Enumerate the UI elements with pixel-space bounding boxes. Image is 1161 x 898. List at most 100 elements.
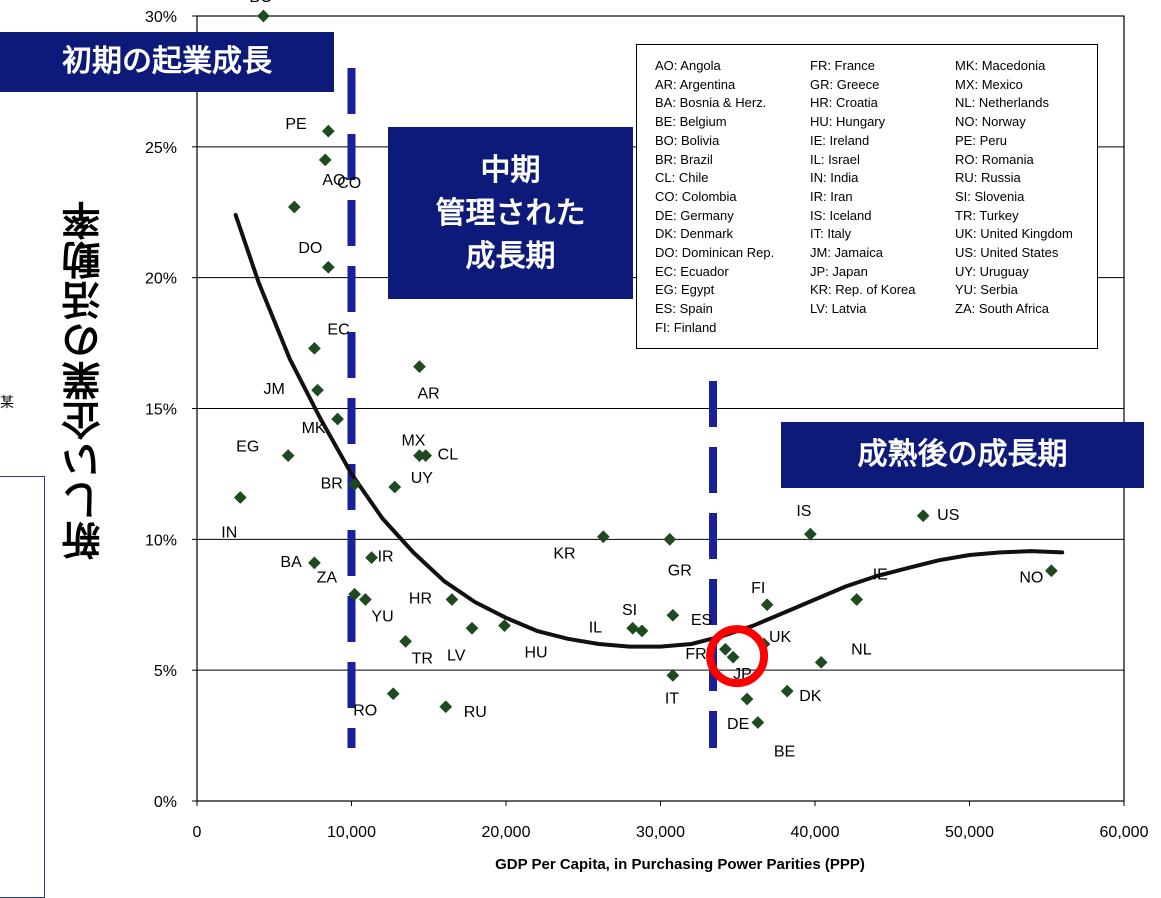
legend-entry: RU: Russia (955, 170, 1021, 186)
data-point-cl (419, 449, 433, 462)
point-label-is: IS (796, 503, 811, 520)
data-point-hu (498, 619, 511, 633)
x-tick-label: 20,000 (482, 824, 531, 841)
phase-dividers (347, 68, 718, 748)
legend-entry: SI: Slovenia (955, 188, 1025, 204)
highlight-group (706, 625, 769, 688)
x-axis-label: GDP Per Capita, in Purchasing Power Pari… (495, 856, 865, 873)
data-point-ro (386, 687, 400, 701)
legend-entry: IR: Iran (810, 188, 853, 204)
point-label-hu: HU (524, 645, 547, 662)
phase-label-mid: 中期 管理された 成長期 (388, 127, 633, 299)
legend-entry: CL: Chile (655, 170, 709, 186)
data-point-kr (596, 530, 610, 544)
legend-entry: EG: Egypt (655, 282, 715, 298)
data-point-es (666, 608, 680, 622)
point-label-hr: HR (409, 591, 432, 608)
y-axis-label: 新しい企業の活動率 (62, 200, 107, 560)
trend-curve (233, 212, 1065, 649)
point-label-de: DE (727, 716, 749, 733)
point-label-jm: JM (264, 381, 285, 398)
data-point-in (233, 491, 247, 504)
x-tick-label: 40,000 (791, 824, 840, 841)
legend-entry: IL: Israel (810, 151, 860, 167)
data-point-us (916, 509, 930, 523)
data-point-hr (445, 593, 459, 606)
data-point-dk (780, 684, 794, 698)
legend-entry: BE: Belgium (655, 114, 727, 130)
side-glyph: 某 (0, 395, 14, 411)
point-label-nl: NL (851, 641, 872, 658)
phase-mid-line-1: 中期 (480, 152, 541, 188)
data-point-be (751, 716, 765, 729)
data-point-eg (281, 449, 295, 462)
data-point-jm (311, 383, 324, 397)
legend-entry: AR: Argentina (655, 76, 736, 92)
x-tick-label: 50,000 (945, 824, 994, 841)
point-label-ie: IE (873, 567, 888, 584)
data-point-ir (365, 551, 378, 565)
phase-label-late: 成熟後の成長期 (781, 422, 1144, 488)
data-point-mk (331, 412, 344, 426)
point-label-no: NO (1019, 570, 1043, 587)
data-point-no (1045, 564, 1058, 578)
x-tick-label: 0 (193, 824, 202, 841)
legend-entry: HU: Hungary (810, 114, 886, 130)
plot-frame (196, 15, 1125, 802)
legend-entry: ES: Spain (655, 301, 713, 317)
legend-entry: UY: Uruguay (955, 263, 1029, 279)
legend-entry: EC: Ecuador (655, 263, 729, 279)
point-label-ir: IR (378, 549, 394, 566)
data-point-lv (465, 621, 479, 635)
legend-entry: UK: United Kingdom (955, 226, 1073, 242)
data-point-nl (814, 655, 828, 669)
legend-entry: PE: Peru (955, 132, 1008, 148)
point-label-ro: RO (353, 703, 377, 720)
data-point-ie (850, 593, 864, 606)
data-point-ru (439, 700, 453, 714)
point-label-tr: TR (412, 650, 433, 667)
phase-mid-line-3: 成長期 (465, 238, 556, 274)
point-label-it: IT (665, 690, 679, 707)
point-label-do: DO (298, 240, 322, 257)
point-label-ec: EC (327, 321, 349, 338)
legend-entry: BA: Bosnia & Herz. (655, 95, 767, 111)
point-label-mx: MX (401, 433, 425, 450)
legend-entry: DO: Dominican Rep. (655, 245, 775, 261)
point-label-mk: MK (302, 420, 326, 437)
data-point-uy (388, 480, 402, 494)
legend-entry: TR: Turkey (955, 207, 1019, 223)
data-point-jp (726, 650, 740, 664)
point-label-ar: AR (417, 386, 439, 403)
point-label-fi: FI (751, 580, 765, 597)
highlight-circle-jp (706, 625, 769, 688)
legend-entry: HR: Croatia (810, 95, 878, 111)
data-point-it (666, 669, 680, 682)
point-label-yu: YU (371, 609, 393, 626)
side-panel-box (0, 476, 45, 898)
data-point-tr (399, 635, 412, 648)
point-label-eg: EG (236, 439, 259, 456)
x-tick-label: 60,000 (1100, 824, 1149, 841)
y-tick-label: 30% (145, 9, 177, 26)
legend-entry: GR: Greece (810, 76, 880, 92)
point-label-bo: BO (249, 0, 272, 6)
legend-entry: RO: Romania (955, 151, 1034, 167)
data-point-si (635, 624, 649, 638)
legend-entry: MK: Macedonia (955, 58, 1046, 73)
data-point-fr (719, 642, 732, 656)
legend-entry: NO: Norway (955, 114, 1026, 130)
point-label-il: IL (589, 619, 602, 636)
legend-entry: IT: Italy (810, 226, 852, 242)
point-label-dk: DK (799, 688, 822, 705)
y-tick-label: 15% (145, 402, 177, 419)
y-tick-label: 0% (154, 794, 177, 811)
point-label-fr: FR (685, 646, 706, 663)
x-tick-label: 10,000 (327, 824, 376, 841)
point-label-cl: CL (438, 447, 459, 464)
data-point-ar (413, 360, 426, 373)
point-label-uy: UY (411, 470, 434, 487)
legend-entry: MX: Mexico (955, 76, 1023, 92)
legend-entry: DE: Germany (655, 207, 734, 223)
